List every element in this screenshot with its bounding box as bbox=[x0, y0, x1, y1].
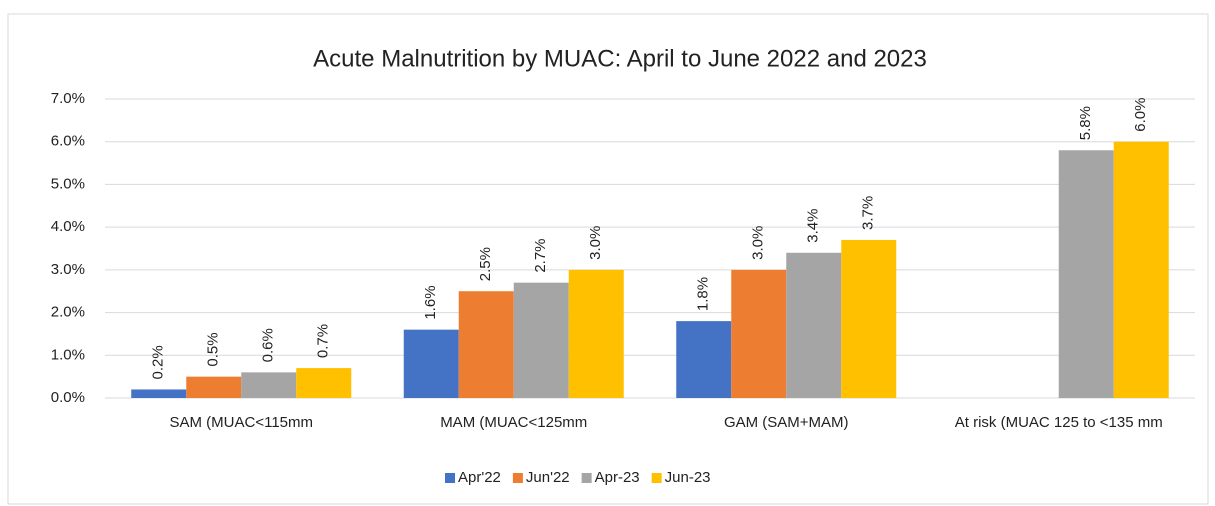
data-label: 1.8% bbox=[695, 277, 712, 311]
y-tick-label: 6.0% bbox=[51, 133, 85, 150]
bar bbox=[131, 389, 187, 398]
bar bbox=[296, 368, 352, 398]
bar bbox=[241, 372, 297, 398]
legend-swatch bbox=[581, 473, 592, 483]
data-label: 1.6% bbox=[422, 285, 439, 319]
bar bbox=[676, 321, 732, 398]
data-label: 0.5% bbox=[205, 332, 222, 366]
y-tick-label: 7.0% bbox=[51, 90, 85, 107]
bar bbox=[1113, 141, 1169, 398]
legend-label: Apr-23 bbox=[595, 469, 640, 486]
bar bbox=[458, 291, 514, 398]
legend-label: Apr'22 bbox=[458, 469, 501, 486]
chart-title: Acute Malnutrition by MUAC: April to Jun… bbox=[313, 45, 927, 72]
data-label: 5.8% bbox=[1077, 106, 1094, 140]
x-tick-label: GAM (SAM+MAM) bbox=[723, 414, 849, 431]
bar bbox=[513, 282, 569, 398]
bar bbox=[186, 376, 242, 398]
data-label: 2.7% bbox=[532, 238, 549, 272]
chart-border bbox=[7, 13, 1209, 505]
bar bbox=[731, 269, 787, 398]
y-tick-label: 3.0% bbox=[51, 261, 85, 278]
x-tick-label: MAM (MUAC<125mm bbox=[440, 414, 588, 431]
data-label: 3.0% bbox=[587, 226, 604, 260]
legend-swatch bbox=[445, 473, 455, 483]
legend-label: Jun'22 bbox=[526, 469, 570, 486]
bar bbox=[568, 269, 624, 398]
y-tick-label: 5.0% bbox=[51, 175, 85, 192]
x-tick-label: At risk (MUAC 125 to <135 mm bbox=[954, 414, 1163, 431]
data-label: 3.7% bbox=[860, 196, 877, 230]
data-label: 0.7% bbox=[315, 324, 332, 358]
bar bbox=[403, 329, 459, 398]
data-label: 0.2% bbox=[150, 345, 167, 379]
legend-swatch bbox=[651, 473, 662, 483]
bar bbox=[841, 239, 897, 398]
data-label: 2.5% bbox=[477, 247, 494, 281]
y-tick-label: 4.0% bbox=[51, 218, 85, 235]
data-label: 0.6% bbox=[260, 328, 277, 362]
legend-swatch bbox=[512, 473, 523, 483]
bar bbox=[1058, 150, 1114, 398]
legend-label: Jun-23 bbox=[665, 469, 711, 486]
x-tick-label: SAM (MUAC<115mm bbox=[169, 414, 314, 431]
y-tick-label: 0.0% bbox=[51, 389, 85, 406]
y-tick-label: 2.0% bbox=[51, 304, 85, 321]
data-label: 3.0% bbox=[750, 226, 767, 260]
y-tick-label: 1.0% bbox=[51, 346, 85, 363]
data-label: 3.4% bbox=[805, 209, 822, 243]
data-label: 6.0% bbox=[1132, 98, 1149, 132]
bar bbox=[786, 252, 842, 398]
